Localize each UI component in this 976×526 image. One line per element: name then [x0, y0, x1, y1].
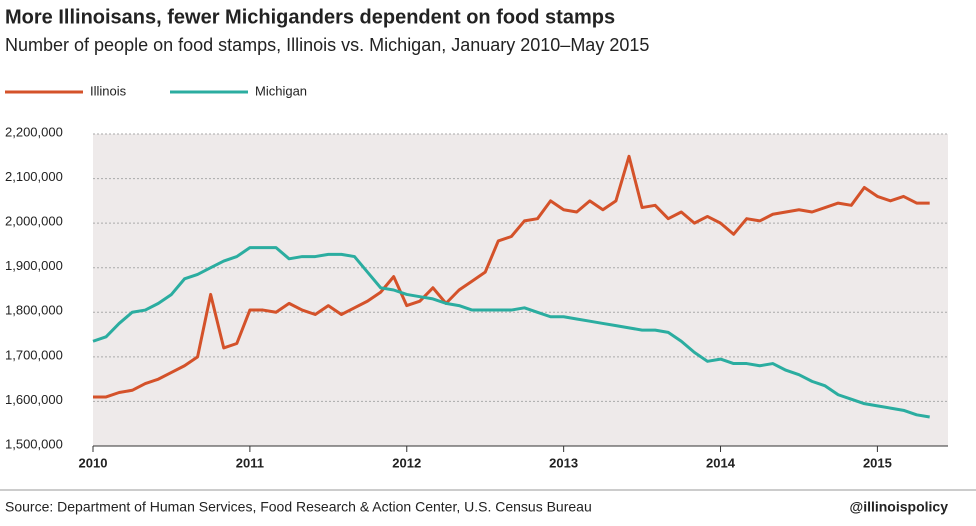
series-line [93, 154, 930, 399]
y-tick-label: 2,100,000 [5, 169, 63, 184]
y-tick-label: 1,500,000 [5, 436, 63, 451]
y-tick-label: 1,700,000 [5, 347, 63, 362]
credit: @illinoispolicy [850, 499, 949, 515]
x-tick-label: 2013 [549, 455, 578, 470]
y-tick-label: 2,200,000 [5, 124, 63, 139]
y-tick-label: 1,900,000 [5, 258, 63, 273]
chart-subtitle: Number of people on food stamps, Illinoi… [5, 35, 649, 55]
x-tick-label: 2011 [236, 455, 264, 470]
x-tick-label: 2014 [706, 455, 736, 470]
source: Source: Department of Human Services, Fo… [5, 499, 592, 515]
x-tick-label: 2015 [863, 455, 892, 470]
x-tick-label: 2010 [79, 455, 108, 470]
plot-area [93, 134, 948, 446]
series-line [92, 246, 930, 419]
x-tick-label: 2012 [392, 455, 421, 470]
legend-label: Illinois [90, 83, 127, 98]
y-tick-label: 2,000,000 [5, 214, 63, 229]
y-tick-label: 1,600,000 [5, 392, 63, 407]
y-tick-label: 1,800,000 [5, 303, 63, 318]
chart-title: More Illinoisans, fewer Michiganders dep… [5, 6, 615, 28]
legend-label: Michigan [255, 83, 307, 98]
